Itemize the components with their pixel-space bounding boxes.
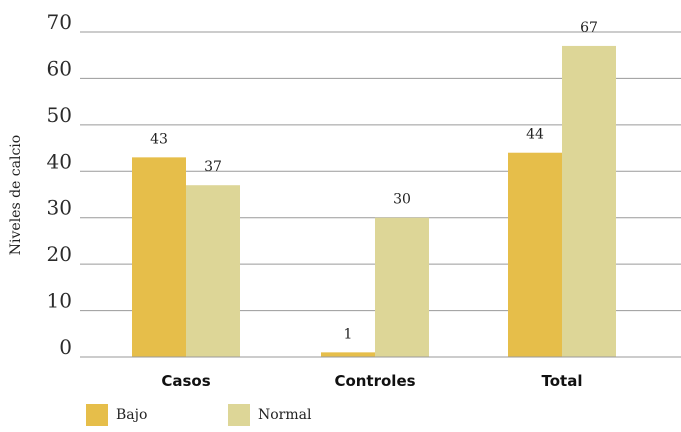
y-tick-label: 0 <box>59 335 72 359</box>
y-tick-label: 10 <box>47 289 72 313</box>
x-axis-ticks: Casos Controles Total <box>161 372 582 390</box>
legend-swatch-bajo <box>86 404 108 426</box>
legend: Bajo Normal <box>86 404 311 426</box>
y-tick-label: 20 <box>47 242 72 266</box>
legend-label-bajo: Bajo <box>116 407 148 423</box>
y-tick-label: 60 <box>47 56 72 80</box>
data-label: 67 <box>580 20 598 36</box>
bars <box>132 45 616 358</box>
bar-bajo-controles <box>321 352 375 357</box>
legend-label-normal: Normal <box>258 407 312 423</box>
x-tick-label: Total <box>542 372 583 390</box>
data-label: 43 <box>150 131 168 147</box>
bar-normal-controles <box>375 217 429 357</box>
x-tick-label: Controles <box>334 372 415 390</box>
x-tick-label: Casos <box>161 372 210 390</box>
bar-bajo-casos <box>132 157 186 357</box>
y-tick-label: 70 <box>47 10 72 34</box>
legend-swatch-normal <box>228 404 250 426</box>
data-label: 1 <box>344 326 353 342</box>
data-labels: 43 37 1 30 44 67 <box>150 20 598 342</box>
bar-bajo-total <box>508 152 562 357</box>
data-label: 37 <box>204 159 222 175</box>
y-tick-label: 30 <box>47 196 72 220</box>
y-axis-ticks: 0 10 20 30 40 50 60 70 <box>47 10 72 359</box>
y-tick-label: 40 <box>47 149 72 173</box>
data-label: 44 <box>526 127 544 143</box>
y-tick-label: 50 <box>47 103 72 127</box>
y-axis-label: Niveles de calcio <box>8 135 24 255</box>
bar-normal-total <box>562 45 616 358</box>
bar-normal-casos <box>186 185 240 357</box>
data-label: 30 <box>393 192 411 208</box>
bar-chart: 0 10 20 30 40 50 60 70 Niveles de calcio 43 37 1 3… <box>8 10 681 390</box>
legend-item-bajo: Bajo <box>86 404 228 426</box>
legend-item-normal: Normal <box>228 404 311 426</box>
